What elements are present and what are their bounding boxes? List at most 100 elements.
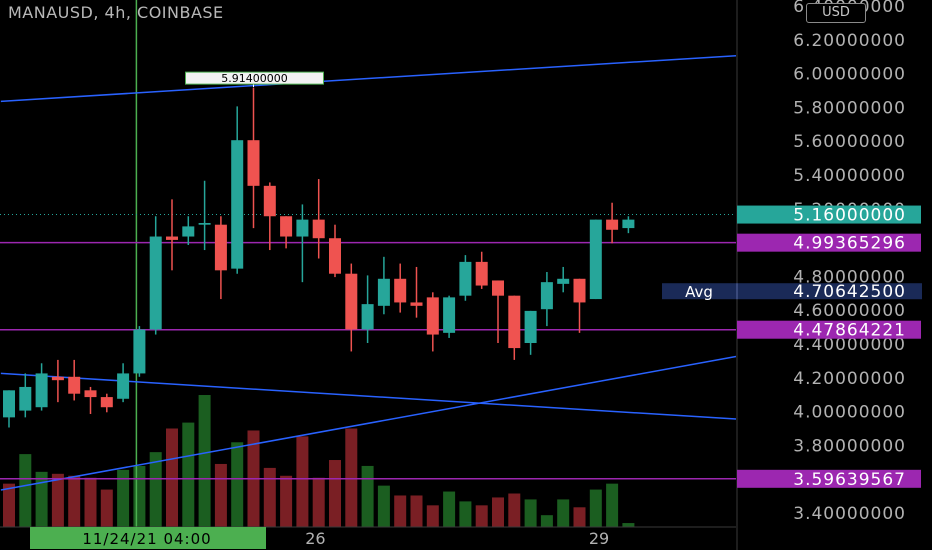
volume-bar (263, 467, 276, 527)
candle (100, 393, 113, 413)
candle-body (84, 390, 97, 398)
candle-body (443, 297, 456, 333)
volume-bar (410, 495, 423, 527)
candle-body (182, 226, 195, 237)
candle (296, 204, 309, 283)
candle (329, 224, 341, 278)
volume-bar (19, 454, 32, 527)
candle (361, 275, 374, 343)
volume-bar (377, 485, 390, 527)
candle-body (622, 219, 635, 229)
candle (247, 87, 260, 229)
candle (589, 219, 602, 300)
candle (280, 216, 293, 249)
candle-series (3, 87, 635, 428)
candle-body (3, 390, 15, 418)
volume-bar (280, 475, 293, 527)
level-price-tag: 4.47864221 (737, 320, 921, 341)
candle (622, 216, 635, 234)
volume-bar (540, 515, 553, 527)
candle-body (133, 329, 146, 374)
candle (84, 386, 97, 414)
level-price-tag: 3.59639567 (737, 469, 921, 490)
price-tick-label: 5.80000000 (793, 98, 906, 118)
time-tick-label: 29 (589, 529, 609, 548)
price-tick-label: 4.80000000 (793, 267, 906, 287)
price-axis (737, 0, 932, 550)
candle (19, 373, 32, 418)
currency-button[interactable]: USD (806, 3, 866, 23)
candle-body (263, 185, 276, 217)
price-tick-label: 5.60000000 (793, 132, 906, 152)
candle (68, 359, 81, 401)
volume-bar (426, 505, 439, 527)
candle-body (247, 140, 260, 186)
price-tick-label: 3.40000000 (793, 504, 906, 524)
candle (394, 263, 407, 313)
last-price-tag: 5.16000000 (737, 205, 921, 226)
high-marker-box (185, 71, 324, 85)
candle-body (198, 223, 211, 225)
candle (508, 295, 521, 360)
volume-bar (133, 465, 146, 527)
volume-bar (3, 483, 15, 527)
candle-body (492, 280, 504, 296)
candle-body (557, 278, 570, 284)
candle (557, 266, 570, 293)
volume-bar (606, 483, 619, 527)
candle (606, 202, 619, 244)
candle-body (100, 397, 113, 408)
price-tick-label: 6.20000000 (793, 31, 906, 51)
candle-body (35, 373, 48, 408)
candle-body (589, 219, 602, 300)
price-tick-label: 4.00000000 (793, 403, 906, 423)
candle (573, 278, 586, 333)
candle (377, 256, 390, 315)
volume-bar (84, 477, 97, 527)
candle-body (508, 295, 521, 349)
volume-series (3, 395, 635, 527)
volume-bar (589, 489, 602, 527)
volume-bar (573, 507, 586, 527)
candle (166, 199, 178, 271)
trendline (0, 355, 737, 491)
volume-bar (231, 442, 244, 527)
high-marker-label: 5.91400000 (221, 72, 287, 85)
price-tick-label: 6.00000000 (793, 65, 906, 85)
price-tick-label: 4.20000000 (793, 369, 906, 389)
volume-bar (475, 505, 488, 527)
volume-bar (622, 523, 635, 527)
cursor-time-tag: 11/24/21 04:00 (30, 527, 266, 549)
volume-bar (443, 491, 456, 527)
volume-bar (312, 477, 325, 527)
candle-body (459, 261, 472, 296)
volume-bar (508, 493, 521, 527)
high-marker: 5.91400000 (185, 71, 324, 88)
candle (443, 295, 456, 338)
candle-body (312, 219, 325, 239)
candle (198, 180, 211, 251)
candle (475, 251, 488, 289)
avg-price-label: 4.70642500 (793, 282, 906, 302)
candle-body (19, 386, 32, 411)
candle (492, 280, 504, 343)
cursor-time-label: 11/24/21 04:00 (82, 530, 211, 548)
candle-body (540, 282, 553, 310)
symbol-title: MANAUSD, 4h, COINBASE (8, 3, 224, 22)
candle-body (361, 304, 374, 330)
candle-body (280, 216, 293, 237)
candle (263, 182, 276, 251)
last-price-tag-label: 5.16000000 (793, 206, 906, 226)
candle (410, 266, 423, 318)
volume-bar (198, 395, 211, 527)
candle (3, 390, 15, 428)
candle (149, 216, 162, 335)
level-price-tag-box (737, 469, 921, 488)
candle-body (573, 278, 586, 303)
volume-bar (557, 499, 570, 527)
level-price-tag-box (737, 320, 921, 339)
price-tick-label: 5.40000000 (793, 166, 906, 186)
candle-body (606, 219, 619, 230)
volume-bar (149, 452, 162, 527)
